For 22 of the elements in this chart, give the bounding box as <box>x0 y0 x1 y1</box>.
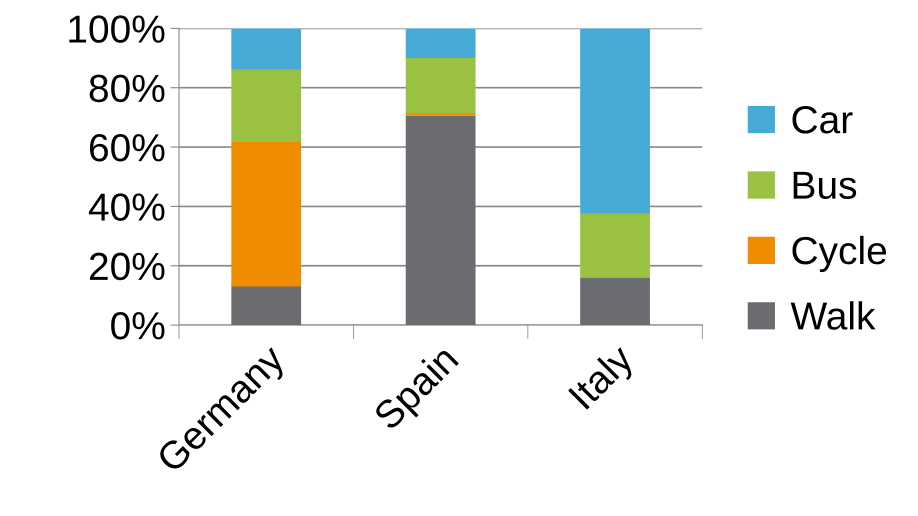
x-tick-label: Italy <box>567 342 641 416</box>
y-tick-label: 60% <box>90 134 164 162</box>
legend-label: Cycle <box>792 236 886 272</box>
bar <box>406 116 476 326</box>
legend-label: Walk <box>790 301 876 330</box>
y-tick-label: 40% <box>88 193 164 221</box>
bar <box>406 28 476 58</box>
bar <box>231 286 302 326</box>
y-tick-label: 0% <box>111 312 164 340</box>
bar <box>231 28 302 70</box>
legend-label: Bus <box>794 172 856 199</box>
bar <box>231 70 302 142</box>
y-tick-label: 20% <box>90 252 164 280</box>
bar <box>580 278 650 326</box>
y-tick-label: 100% <box>69 15 164 43</box>
bar <box>406 58 476 113</box>
y-tick-label: 80% <box>90 74 164 102</box>
bar <box>406 112 476 116</box>
bar <box>580 214 650 278</box>
legend-label: Car <box>792 106 853 134</box>
bar <box>231 141 302 287</box>
bar <box>580 28 650 214</box>
